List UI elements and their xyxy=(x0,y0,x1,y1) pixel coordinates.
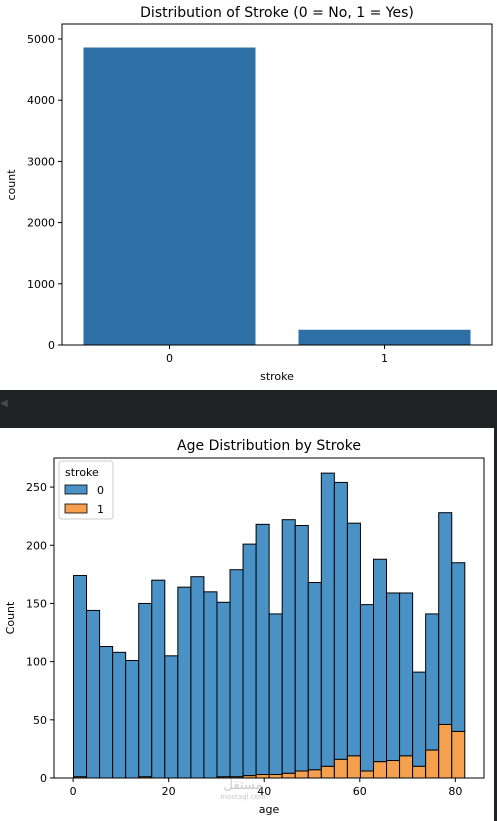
x-tick-label: 1 xyxy=(381,352,388,365)
chart1-plot-frame xyxy=(61,23,493,346)
chart2-legend: stroke 0 1 xyxy=(58,460,114,520)
bar-stroke-0 xyxy=(242,543,257,777)
bar-stroke-0 xyxy=(138,602,153,778)
bar-stroke-0 xyxy=(346,522,361,757)
bar-stroke-0 xyxy=(333,481,348,760)
bar-stroke-0 xyxy=(386,592,401,762)
right-edge-band xyxy=(494,428,497,821)
bar-stroke-1 xyxy=(399,755,414,779)
bar-stroke-0 xyxy=(216,601,231,778)
bar-stroke-0 xyxy=(294,524,309,772)
bar-stroke-0 xyxy=(86,609,101,779)
y-tick-label: 50 xyxy=(33,714,47,727)
bar-stroke-1 xyxy=(333,758,348,779)
legend-label-1: 1 xyxy=(97,503,104,516)
bar-stroke-0 xyxy=(164,655,179,779)
notebook-divider-band xyxy=(0,390,497,428)
legend-swatch-0 xyxy=(64,484,88,495)
x-tick-label: 80 xyxy=(448,785,462,798)
bar-stroke-0 xyxy=(307,582,322,771)
y-tick-label: 3000 xyxy=(27,155,55,168)
chart1-y-label: count xyxy=(5,169,18,201)
bar-stroke-0 xyxy=(425,613,440,751)
bar-stroke-1 xyxy=(438,723,453,779)
x-tick-label: 40 xyxy=(257,785,271,798)
bar-stroke-1 xyxy=(386,760,401,779)
bar-stroke-0 xyxy=(203,591,218,779)
bar-stroke-0 xyxy=(451,562,466,732)
y-tick-label: 250 xyxy=(26,481,47,494)
bar-stroke-0 xyxy=(72,575,88,778)
bar-stroke-0 xyxy=(99,646,114,779)
x-tick-label: 0 xyxy=(70,785,77,798)
stroke-count-bar-chart: Distribution of Stroke (0 = No, 1 = Yes)… xyxy=(5,5,493,383)
bar-stroke-1 xyxy=(412,765,427,779)
legend-label-0: 0 xyxy=(97,484,104,497)
chart1-x-label: stroke xyxy=(260,370,294,383)
bar-stroke-0 xyxy=(255,523,270,776)
chart2-x-axis: 0 20 40 60 80 xyxy=(70,778,462,798)
bar-stroke-0 xyxy=(412,671,427,767)
chart2-x-label: age xyxy=(259,803,280,816)
bar-stroke-1 xyxy=(307,769,322,779)
x-tick-label: 20 xyxy=(162,785,176,798)
age-histogram-chart: Age Distribution by Stroke 0501001502002… xyxy=(4,438,485,816)
y-tick-label: 2000 xyxy=(27,217,55,230)
collapse-arrow-icon: ◀ xyxy=(0,398,8,409)
bar-stroke-0 xyxy=(281,519,296,774)
bar-stroke-1 xyxy=(320,765,335,779)
bar-stroke-0 xyxy=(320,472,335,767)
bar-stroke-0 xyxy=(229,569,244,778)
bar-stroke-0 xyxy=(112,651,127,779)
bar-stroke-0 xyxy=(190,576,205,779)
y-tick-label: 0 xyxy=(48,339,55,352)
chart1-bars xyxy=(83,47,471,345)
bar-0 xyxy=(83,47,256,345)
y-tick-label: 100 xyxy=(26,656,47,669)
bar-stroke-0 xyxy=(359,604,374,772)
chart1-title: Distribution of Stroke (0 = No, 1 = Yes) xyxy=(140,5,414,21)
bar-stroke-1 xyxy=(346,755,361,779)
chart2-plot-frame xyxy=(53,457,485,779)
legend-swatch-1 xyxy=(64,503,88,514)
watermark-logo: مستقل mostaql.com xyxy=(220,778,266,801)
y-tick-label: 200 xyxy=(26,539,47,552)
bar-stroke-0 xyxy=(399,592,414,757)
bar-stroke-0 xyxy=(151,579,166,779)
legend-title: stroke xyxy=(65,466,99,479)
bar-stroke-1 xyxy=(372,761,388,779)
x-tick-label: 0 xyxy=(166,352,173,365)
bar-stroke-0 xyxy=(372,558,388,763)
y-tick-label: 5000 xyxy=(27,33,55,46)
chart2-y-axis: 0 50 100 150 200 250 xyxy=(26,481,54,785)
bar-stroke-1 xyxy=(359,770,374,779)
bar-1 xyxy=(298,329,471,345)
chart2-y-label: Count xyxy=(4,601,17,634)
bar-stroke-1 xyxy=(294,770,309,779)
bar-stroke-0 xyxy=(438,512,453,725)
y-tick-label: 1000 xyxy=(27,278,55,291)
y-tick-label: 4000 xyxy=(27,94,55,107)
bar-stroke-1 xyxy=(451,730,466,779)
x-tick-label: 60 xyxy=(353,785,367,798)
chart1-y-axis: 0 1000 2000 3000 4000 5000 xyxy=(27,33,62,352)
y-tick-label: 0 xyxy=(40,772,47,785)
bar-stroke-1 xyxy=(425,749,440,779)
bar-stroke-0 xyxy=(125,659,140,779)
bar-stroke-0 xyxy=(177,586,192,779)
bar-stroke-1 xyxy=(281,772,296,779)
y-tick-label: 150 xyxy=(26,597,47,610)
bar-stroke-0 xyxy=(268,613,283,776)
chart2-title: Age Distribution by Stroke xyxy=(177,438,361,454)
chart2-bars xyxy=(72,472,466,779)
